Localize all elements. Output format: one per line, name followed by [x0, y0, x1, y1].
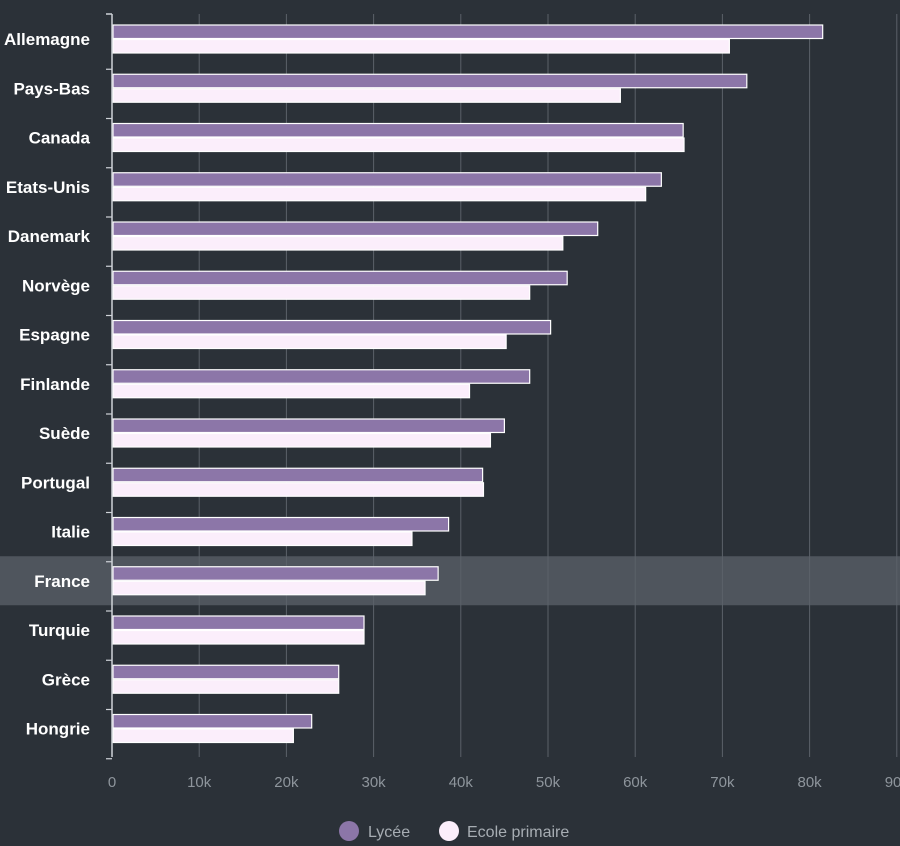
bar-ecole-primaire — [112, 679, 340, 694]
bar-lycee — [112, 319, 552, 335]
category-label: Allemagne — [4, 30, 90, 49]
legend-label[interactable]: Lycée — [368, 824, 410, 841]
category-label: Portugal — [21, 473, 90, 492]
tick-label: 80k — [798, 774, 823, 791]
legend[interactable]: Lycée Ecole primaire — [339, 821, 569, 841]
bar-ecole-primaire — [112, 235, 564, 251]
category-label: Suède — [39, 424, 90, 443]
bar-ecole-primaire — [112, 629, 365, 645]
legend-swatch[interactable] — [439, 821, 459, 841]
tick-label: 70k — [710, 774, 735, 791]
bar-lycee — [112, 369, 531, 384]
bar-ecole-primaire — [112, 88, 621, 103]
tick-label: 50k — [536, 774, 561, 791]
tick-labels: 0 10k 20k 30k 40k 50k 60k 70k 80k 90k — [108, 774, 900, 791]
category-label: Espagne — [19, 326, 90, 345]
bar-lycee — [112, 467, 484, 483]
bar-lycee — [112, 172, 662, 187]
category-label: Grèce — [42, 670, 90, 689]
bar-lycee — [112, 664, 340, 680]
category-label: Italie — [51, 523, 90, 542]
bars — [112, 24, 824, 744]
bar-lycee — [112, 516, 450, 532]
bar-lycee — [112, 418, 505, 434]
bar-lycee — [112, 713, 313, 729]
category-label: Finlande — [20, 375, 90, 394]
category-label: Norvège — [22, 276, 90, 295]
category-label: Danemark — [8, 227, 91, 246]
bar-ecole-primaire — [112, 38, 730, 54]
tick-label: 30k — [362, 774, 387, 791]
bar-lycee — [112, 566, 439, 581]
bar-ecole-primaire — [112, 728, 294, 744]
bar-ecole-primaire — [112, 383, 471, 399]
category-labels: Allemagne Pays-Bas Canada Etats-Unis Danemar… — [4, 30, 91, 739]
tick-label: 90k — [885, 774, 900, 791]
bar-lycee — [112, 122, 684, 138]
category-label: Hongrie — [26, 720, 90, 739]
tick-label: 40k — [449, 774, 474, 791]
category-label: France — [34, 572, 90, 591]
legend-label[interactable]: Ecole primaire — [467, 824, 569, 841]
bar-ecole-primaire — [112, 531, 413, 547]
tick-label: 60k — [623, 774, 648, 791]
bar-ecole-primaire — [112, 137, 685, 153]
bar-lycee — [112, 24, 824, 40]
category-label: Pays-Bas — [13, 79, 90, 98]
bar-ecole-primaire — [112, 580, 426, 596]
legend-swatch[interactable] — [339, 821, 359, 841]
category-label: Etats-Unis — [6, 178, 90, 197]
bar-ecole-primaire — [112, 285, 531, 300]
tick-label: 0 — [108, 774, 116, 791]
tick-label: 10k — [187, 774, 212, 791]
bar-ecole-primaire — [112, 482, 485, 497]
bar-lycee — [112, 615, 365, 631]
tick-label: 20k — [274, 774, 299, 791]
category-label: Turquie — [29, 621, 90, 640]
bar-lycee — [112, 73, 748, 89]
bar-lycee — [112, 270, 568, 286]
bar-ecole-primaire — [112, 432, 492, 448]
bar-lycee — [112, 221, 599, 237]
bar-ecole-primaire — [112, 334, 507, 350]
bar-ecole-primaire — [112, 186, 647, 202]
category-label: Canada — [29, 129, 91, 148]
axes — [106, 13, 113, 760]
